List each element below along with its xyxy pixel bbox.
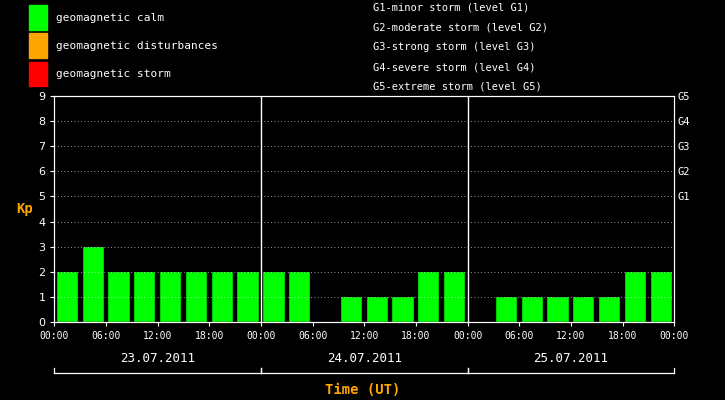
Text: 24.07.2011: 24.07.2011 [327,352,402,364]
Bar [289,272,310,322]
Bar [238,272,259,322]
Bar [29,5,47,30]
Text: G4-severe storm (level G4): G4-severe storm (level G4) [373,62,536,72]
Bar [186,272,207,322]
Bar [134,272,155,322]
Text: geomagnetic storm: geomagnetic storm [56,69,170,79]
Bar [341,297,362,322]
Text: G5-extreme storm (level G5): G5-extreme storm (level G5) [373,82,542,92]
Bar [625,272,646,322]
Bar [599,297,621,322]
Text: 25.07.2011: 25.07.2011 [534,352,608,364]
Bar [444,272,465,322]
Text: geomagnetic disturbances: geomagnetic disturbances [56,41,217,51]
Text: Time (UT): Time (UT) [325,383,400,397]
Text: G1-minor storm (level G1): G1-minor storm (level G1) [373,3,530,13]
Bar [547,297,568,322]
Bar [160,272,181,322]
Text: G2-moderate storm (level G2): G2-moderate storm (level G2) [373,22,548,32]
Text: 23.07.2011: 23.07.2011 [120,352,195,364]
Bar [496,297,517,322]
Bar [651,272,672,322]
Text: geomagnetic calm: geomagnetic calm [56,13,164,22]
Y-axis label: Kp: Kp [16,202,33,216]
Text: G3-strong storm (level G3): G3-strong storm (level G3) [373,42,536,52]
Bar [573,297,594,322]
Bar [367,297,388,322]
Bar [263,272,284,322]
Bar [29,34,47,58]
Bar [212,272,233,322]
Bar [29,62,47,86]
Bar [521,297,543,322]
Bar [418,272,439,322]
Bar [392,297,414,322]
Bar [57,272,78,322]
Bar [83,247,104,322]
Bar [108,272,130,322]
